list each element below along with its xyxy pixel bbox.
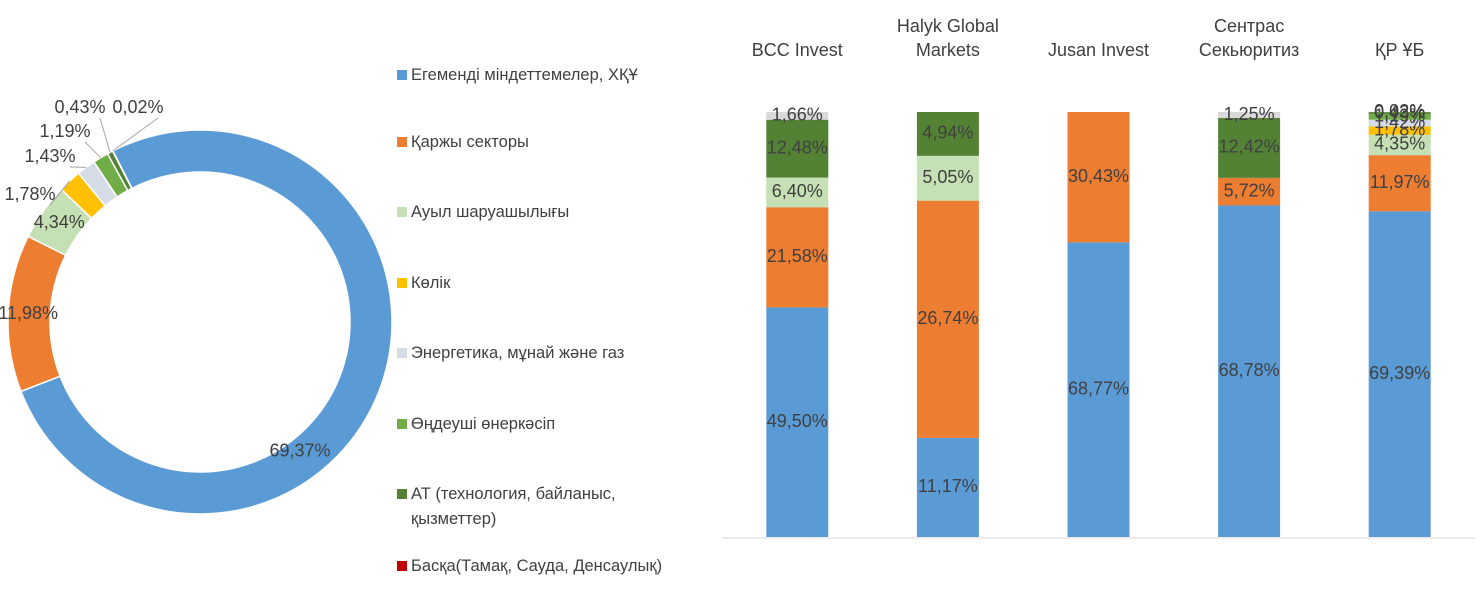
data-label: 69,37% xyxy=(269,441,330,461)
data-label: 26,74% xyxy=(917,308,978,328)
data-label: 0,02% xyxy=(1374,101,1425,121)
bar-segment xyxy=(766,207,829,308)
legend-swatch xyxy=(397,137,407,147)
legend-label: Егеменді міндеттемелер, ХҚҰ xyxy=(411,66,638,84)
legend-swatch xyxy=(397,348,407,358)
legend-label: Қаржы секторы xyxy=(411,133,529,151)
data-label: 5,05% xyxy=(922,167,973,187)
data-label: 1,43% xyxy=(24,146,75,166)
bar-segment xyxy=(1368,211,1431,537)
data-label: 4,35% xyxy=(1374,134,1425,154)
legend-swatch xyxy=(397,561,407,571)
data-label: 68,78% xyxy=(1219,360,1280,380)
x-tick-label: Jusan Invest xyxy=(1047,40,1150,60)
bar-segment xyxy=(916,200,979,438)
data-label: 11,97% xyxy=(1370,172,1430,192)
legend-swatch xyxy=(397,489,407,499)
data-label: 69,39% xyxy=(1369,363,1430,383)
legend-swatch xyxy=(397,207,407,217)
bar-segment xyxy=(1218,205,1281,537)
data-label: 5,72% xyxy=(1224,180,1275,200)
data-label: 68,77% xyxy=(1068,378,1129,398)
data-label: 30,43% xyxy=(1068,166,1129,186)
data-label: 11,98% xyxy=(0,303,58,323)
bar-segment xyxy=(766,177,829,208)
bar-segment xyxy=(916,155,979,201)
x-tick-label: Сентрас Секьюритиз xyxy=(1198,16,1300,60)
data-label: 1,19% xyxy=(39,121,90,141)
legend-swatch xyxy=(397,419,407,429)
data-label: 0,43% xyxy=(54,97,105,117)
bar-segment xyxy=(1218,118,1281,178)
bar-segment xyxy=(1368,119,1431,127)
legend-label: АТ (технология, байланыс, қызметтер) xyxy=(411,485,616,528)
data-label: 1,66% xyxy=(772,105,823,125)
data-label: 49,50% xyxy=(767,411,828,431)
leader-line xyxy=(99,117,111,153)
data-label: 21,58% xyxy=(767,246,828,266)
leader-line xyxy=(49,180,71,206)
legend-label: Ауыл шаруашылығы xyxy=(411,203,570,221)
legend-label: Энергетика, мұнай және газ xyxy=(411,344,625,362)
legend-swatch xyxy=(397,70,407,80)
x-tick-label: Halyk Global Markets xyxy=(896,16,999,60)
bar-segment xyxy=(916,112,979,156)
data-label: 4,34% xyxy=(34,212,85,232)
data-label: 1,78% xyxy=(4,184,55,204)
x-tick-label: ҚР ҰБ xyxy=(1375,40,1425,60)
bar-segment xyxy=(766,112,829,120)
bar-segment xyxy=(1368,112,1431,115)
bar-segment xyxy=(1368,114,1431,120)
bar-segment xyxy=(766,119,829,178)
x-tick-label: BCC Invest xyxy=(751,40,843,60)
bar-segment xyxy=(1067,112,1130,243)
bar-segment xyxy=(1218,177,1281,206)
data-label: 0,02% xyxy=(112,97,163,117)
data-label: 12,48% xyxy=(767,137,828,157)
data-label: 4,94% xyxy=(922,123,973,143)
data-label: 1,25% xyxy=(1224,104,1275,124)
legend-label: Басқа(Тамақ, Сауда, Денсаулық) xyxy=(411,557,663,575)
bar-segment xyxy=(1368,134,1431,156)
legend-label: Көлік xyxy=(411,274,451,292)
data-label: 11,17% xyxy=(918,476,978,496)
leader-line xyxy=(112,117,159,152)
legend-label: Өңдеуші өнеркәсіп xyxy=(411,415,556,433)
data-label: 6,40% xyxy=(772,181,823,201)
legend-swatch xyxy=(397,278,407,288)
donut-slice xyxy=(19,129,393,515)
donut-slice xyxy=(111,149,133,190)
bar-segment xyxy=(1368,155,1431,212)
bar-segment xyxy=(1218,112,1281,119)
data-label: 0,43% xyxy=(1374,102,1425,122)
bar-segment xyxy=(916,437,979,537)
bar-segment xyxy=(1368,126,1431,135)
bar-segment xyxy=(766,307,829,537)
leader-line xyxy=(84,141,102,159)
bar-segment xyxy=(1067,242,1130,537)
data-label: 12,42% xyxy=(1219,137,1280,157)
data-label: 1,19% xyxy=(1374,106,1425,126)
